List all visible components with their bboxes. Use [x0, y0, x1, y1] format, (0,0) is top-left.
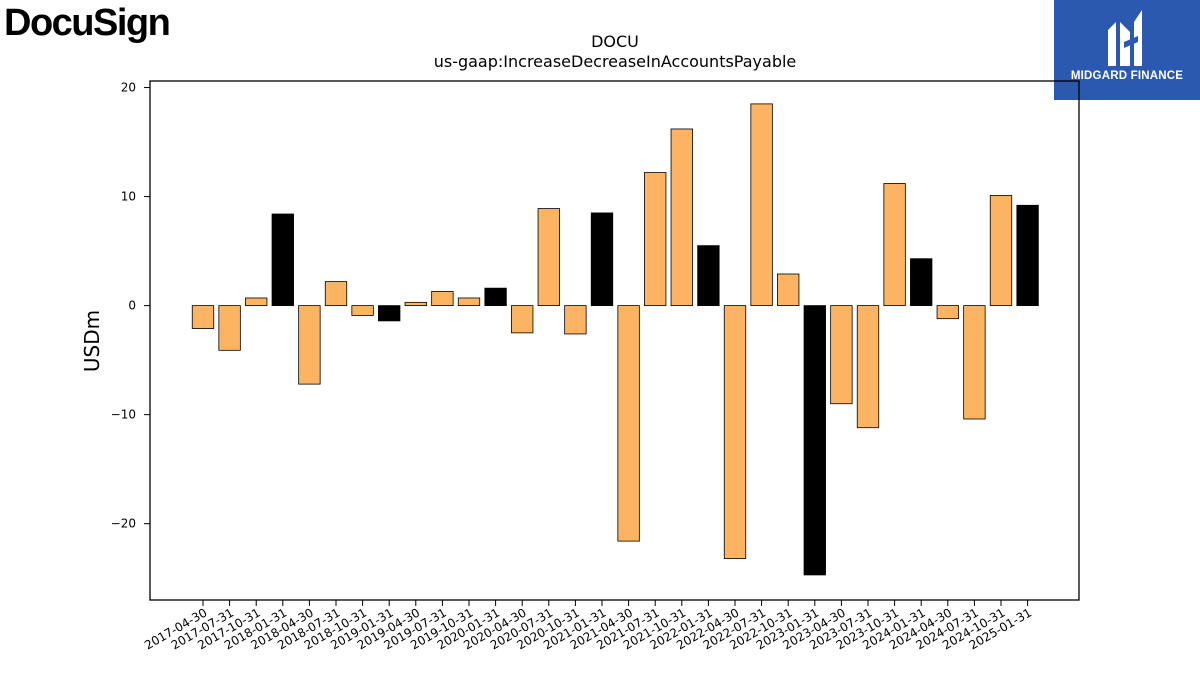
bar-2018-01-31	[271, 213, 294, 307]
bar-2021-07-31	[644, 172, 667, 307]
y-axis-label: USDm	[80, 310, 104, 372]
midgard-logo-text: MIDGARD FINANCE	[1070, 70, 1184, 82]
bar-2023-04-30	[830, 305, 853, 405]
bar-2023-01-31	[803, 305, 826, 576]
midgard-mark-icon	[1108, 10, 1142, 66]
bar-2023-07-31	[856, 305, 880, 429]
y-tick-label: −20	[111, 517, 136, 531]
bar-2018-10-31	[351, 305, 374, 316]
chart-title: DOCU	[591, 32, 639, 51]
bar-2017-07-31	[218, 305, 241, 351]
bar-2019-10-31	[457, 297, 481, 307]
bar-2017-10-31	[245, 297, 268, 307]
bar-2021-04-30	[617, 305, 640, 542]
bar-2020-10-31	[564, 305, 587, 335]
midgard-finance-logo: MIDGARD FINANCE	[1054, 0, 1200, 100]
bar-2023-10-31	[883, 183, 906, 307]
bar-2020-07-31	[537, 208, 560, 307]
bar-2019-04-30	[404, 301, 427, 307]
bar-2021-01-31	[590, 212, 614, 307]
docusign-logo: DocuSign	[4, 2, 171, 44]
bar-2022-04-30	[723, 305, 747, 559]
bar-2024-10-31	[989, 195, 1013, 307]
bar-2024-04-30	[936, 305, 959, 320]
bar-2022-07-31	[750, 103, 773, 307]
bar-2022-10-31	[777, 273, 800, 307]
y-tick-label: −10	[111, 408, 136, 422]
bar-2020-04-30	[511, 305, 534, 334]
bar-2024-01-31	[910, 258, 933, 307]
bar-2018-04-30	[298, 305, 321, 385]
bar-2019-07-31	[431, 291, 454, 307]
bar-2017-04-30	[191, 305, 215, 329]
bar-2020-01-31	[484, 287, 507, 307]
y-tick-label: 10	[121, 190, 136, 204]
x-axis: 2017-04-302017-07-312017-10-312018-01-31…	[142, 600, 1034, 652]
y-axis: 20 10 0 −10 −20	[111, 81, 150, 531]
y-tick-label: 20	[121, 81, 136, 95]
chart-subtitle: us-gaap:IncreaseDecreaseInAccountsPayabl…	[433, 52, 797, 71]
bar-2019-01-31	[378, 305, 401, 322]
bars	[191, 103, 1039, 576]
bar-2025-01-31	[1016, 204, 1039, 307]
plot-frame	[149, 80, 1080, 601]
bar-2021-10-31	[670, 128, 693, 307]
y-tick-label: 0	[128, 299, 136, 313]
bar-2018-07-31	[324, 281, 348, 307]
bar-2022-01-31	[697, 245, 720, 307]
bar-2024-07-31	[963, 305, 986, 420]
